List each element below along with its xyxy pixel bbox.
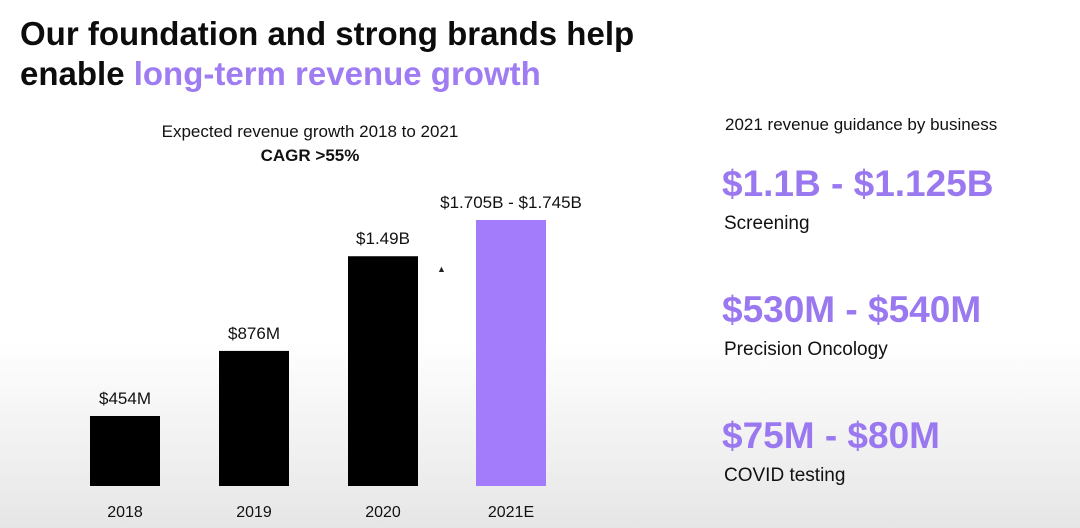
bar-2020 (348, 256, 418, 486)
title-line-1: Our foundation and strong brands help (20, 15, 635, 52)
x-tick-2020: 2020 (365, 504, 401, 521)
guidance-screening: $1.1B - $1.125B Screening (722, 162, 994, 236)
x-tick-2018: 2018 (107, 504, 143, 521)
data-label-2021e: $1.705B - $1.745B (440, 193, 582, 212)
guidance-label-precision-oncology: Precision Oncology (724, 339, 888, 360)
x-tick-2021e: 2021E (488, 504, 534, 521)
data-label-2019: $876M (228, 324, 280, 343)
x-tick-2019: 2019 (236, 504, 272, 521)
chart-subtitle-cagr: CAGR >55% (260, 146, 360, 165)
data-label-2020: $1.49B (356, 229, 410, 248)
guidance-covid-testing: $75M - $80M COVID testing (722, 414, 940, 488)
title-line-2-accent: long-term revenue growth (133, 55, 541, 92)
bar-2019 (219, 350, 289, 486)
guidance-value-screening: $1.1B - $1.125B (722, 163, 994, 204)
bar-2021e (476, 220, 546, 486)
slide-title: Our foundation and strong brands help en… (20, 14, 634, 94)
data-label-2018: $454M (99, 389, 151, 408)
guidance-value-precision-oncology: $530M - $540M (722, 289, 982, 330)
guidance-header: 2021 revenue guidance by business (725, 115, 998, 134)
arrow-cursor-icon: ▲ (437, 264, 446, 274)
guidance-precision-oncology: $530M - $540M Precision Oncology (722, 288, 981, 362)
chart-title: Expected revenue growth 2018 to 2021 (161, 122, 459, 141)
revenue-bar-chart: $454M 2018 $876M 2019 $1.49B 2020 $1.705B - $1… (90, 193, 582, 521)
guidance-label-covid-testing: COVID testing (724, 465, 846, 486)
bar-2018 (90, 415, 160, 486)
guidance-value-covid-testing: $75M - $80M (722, 415, 940, 456)
guidance-label-screening: Screening (724, 213, 810, 234)
title-line-2-plain: enable (20, 55, 134, 92)
